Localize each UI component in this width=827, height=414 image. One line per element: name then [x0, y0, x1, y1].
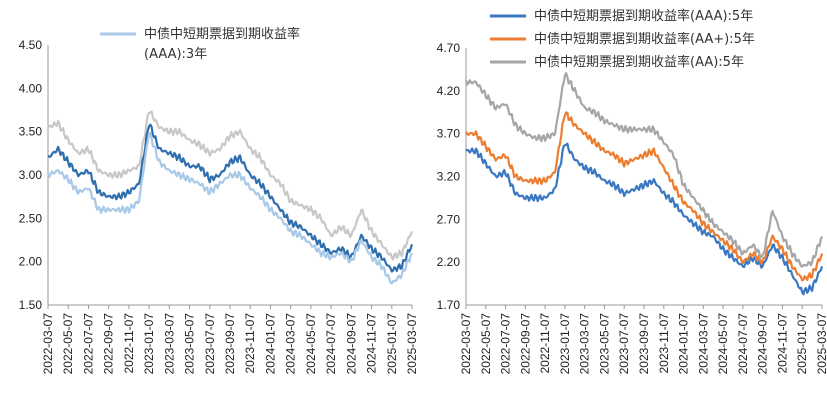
- x-tick-label: 2022-05-07: [479, 313, 493, 375]
- x-tick-label: 2024-11-07: [365, 313, 379, 374]
- x-tick-label: 2023-01-07: [558, 313, 572, 375]
- legend-label: 中债中短期票据到期收益率(AA):5年: [534, 54, 744, 70]
- x-tick-label: 2022-07-07: [81, 313, 95, 375]
- left-chart: 1.50 2.00 2.50 3.00 3.50 4.00 4.50 2022-03-07 20…: [19, 26, 419, 374]
- x-tick-label: 2022-09-07: [518, 313, 532, 375]
- x-tick-label: 2023-11-07: [657, 313, 671, 374]
- y-tick-label: 3.50: [19, 125, 43, 139]
- x-tick-label: 2024-07-07: [324, 313, 338, 375]
- right-chart: 1.70 2.20 2.70 3.20 3.70 4.20 4.70 2022-03-07 20…: [437, 8, 827, 374]
- series-line-2: [46, 131, 413, 285]
- x-tick-label: 2025-03-07: [815, 313, 827, 375]
- y-tick-label: 4.00: [19, 81, 43, 95]
- series-line-0: [465, 142, 824, 296]
- x-tick-label: 2024-03-07: [284, 313, 298, 375]
- x-tick-label: 2024-05-07: [304, 313, 318, 375]
- legend-label-cont: (AAA):3年: [144, 47, 207, 62]
- x-tick-label: 2022-11-07: [538, 313, 552, 374]
- legend-label: 中债中短期票据到期收益率(AAA):5年: [534, 8, 753, 24]
- y-tick-label: 3.20: [437, 170, 461, 184]
- y-tick-label: 2.00: [19, 255, 43, 269]
- y-tick-label: 1.50: [19, 298, 43, 312]
- y-tick-label: 2.70: [437, 212, 461, 226]
- x-tick-label: 2023-05-07: [183, 313, 197, 375]
- x-tick-label: 2023-03-07: [162, 313, 176, 375]
- legend-label: 中债中短期票据到期收益率: [144, 26, 300, 42]
- x-tick-label: 2025-03-07: [405, 313, 419, 375]
- x-tick-label: 2022-03-07: [459, 313, 473, 375]
- x-tick-label: 2023-09-07: [223, 313, 237, 375]
- x-tick-label: 2022-09-07: [102, 313, 116, 375]
- x-tick-label: 2024-09-07: [344, 313, 358, 375]
- x-tick-label: 2023-03-07: [578, 313, 592, 375]
- y-tick-label: 2.20: [437, 255, 461, 269]
- y-tick-label: 1.70: [437, 298, 461, 312]
- series-line-0: [47, 110, 414, 261]
- x-tick-label: 2024-03-07: [696, 313, 710, 375]
- x-tick-label: 2023-09-07: [637, 313, 651, 375]
- legend-label: 中债中短期票据到期收益率(AA+):5年: [534, 31, 755, 47]
- x-tick-label: 2024-01-07: [677, 313, 691, 375]
- x-tick-label: 2024-07-07: [736, 313, 750, 375]
- x-tick-label: 2022-11-07: [122, 313, 136, 374]
- x-tick-label: 2022-05-07: [61, 313, 75, 375]
- x-tick-label: 2024-05-07: [716, 313, 730, 375]
- series-line-1: [465, 111, 824, 282]
- y-tick-label: 3.70: [437, 127, 461, 141]
- x-tick-label: 2024-11-07: [775, 313, 789, 374]
- x-tick-label: 2024-09-07: [756, 313, 770, 375]
- x-tick-label: 2024-01-07: [263, 313, 277, 375]
- x-tick-label: 2023-01-07: [142, 313, 156, 375]
- x-tick-label: 2023-07-07: [203, 313, 217, 375]
- y-tick-label: 3.00: [19, 168, 43, 182]
- y-tick-label: 4.70: [437, 41, 461, 55]
- y-tick-label: 2.50: [19, 211, 43, 225]
- x-tick-label: 2023-07-07: [617, 313, 631, 375]
- x-tick-label: 2023-05-07: [597, 313, 611, 375]
- y-tick-label: 4.20: [437, 84, 461, 98]
- y-tick-label: 4.50: [19, 38, 43, 52]
- x-tick-label: 2022-07-07: [499, 313, 513, 375]
- x-tick-label: 2025-01-07: [795, 313, 809, 375]
- x-tick-label: 2023-11-07: [243, 313, 257, 374]
- series-line-2: [464, 72, 824, 268]
- x-tick-label: 2022-03-07: [41, 313, 55, 375]
- series-line-1: [47, 123, 414, 273]
- x-tick-label: 2025-01-07: [385, 313, 399, 375]
